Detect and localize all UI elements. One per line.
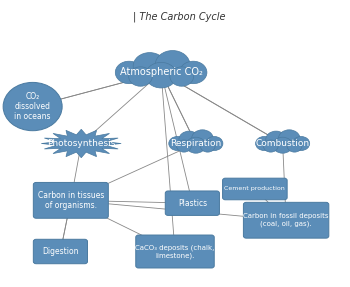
Circle shape (3, 82, 62, 131)
FancyBboxPatch shape (33, 239, 88, 264)
FancyBboxPatch shape (223, 178, 287, 200)
FancyBboxPatch shape (136, 235, 214, 268)
Text: Digestion: Digestion (42, 247, 79, 256)
FancyBboxPatch shape (243, 202, 329, 238)
Text: CaCO₃ deposits (chalk,
limestone).: CaCO₃ deposits (chalk, limestone). (135, 245, 215, 259)
Text: Atmospheric CO₂: Atmospheric CO₂ (120, 67, 203, 77)
Text: Photosynthesis: Photosynthesis (47, 139, 116, 148)
FancyBboxPatch shape (165, 191, 219, 216)
FancyBboxPatch shape (33, 183, 108, 218)
Text: Respiration: Respiration (170, 139, 222, 148)
Text: Carbon in tissues
of organisms.: Carbon in tissues of organisms. (38, 191, 104, 210)
Text: CO₂
dissolved
in oceans: CO₂ dissolved in oceans (14, 92, 51, 121)
Polygon shape (41, 129, 121, 158)
Text: Cement production: Cement production (224, 187, 285, 191)
Text: | The Carbon Cycle: | The Carbon Cycle (133, 11, 226, 22)
Text: Plastics: Plastics (178, 199, 207, 208)
Text: Combustion: Combustion (256, 139, 310, 148)
Text: Carbon in fossil deposits
(coal, oil, gas).: Carbon in fossil deposits (coal, oil, ga… (243, 214, 329, 227)
